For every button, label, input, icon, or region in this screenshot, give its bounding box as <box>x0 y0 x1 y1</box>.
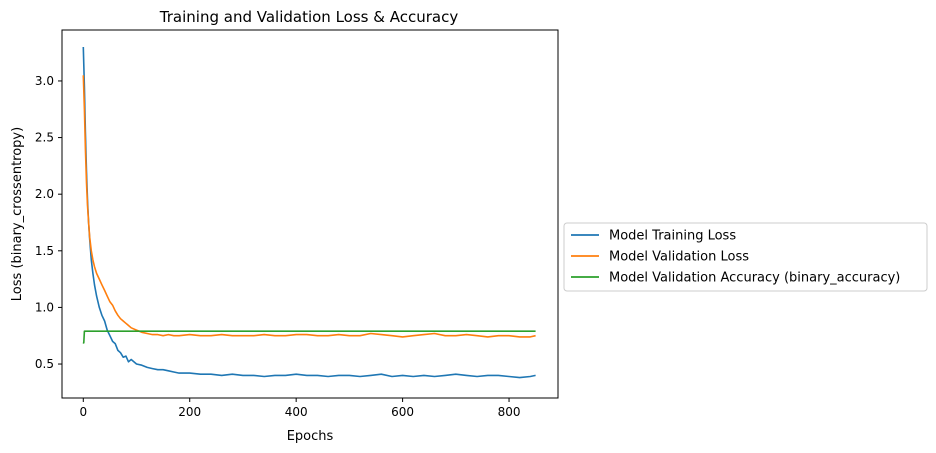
legend-label-0: Model Training Loss <box>609 229 736 244</box>
x-axis-label: Epochs <box>287 429 334 444</box>
y-axis-label: Loss (binary_crossentropy) <box>10 127 25 301</box>
series-line-0 <box>82 46 536 379</box>
y-tick-label-4: 2.5 <box>35 131 54 145</box>
x-tick-label-3: 600 <box>391 405 414 419</box>
y-axis-ticks: 0.5 1.0 1.5 2.0 2.5 3.0 <box>35 74 62 371</box>
x-tick-label-0: 0 <box>79 405 87 419</box>
series-line-1 <box>82 75 536 338</box>
y-tick-label-5: 3.0 <box>35 74 54 88</box>
series-layer <box>82 46 536 379</box>
chart-title: Training and Validation Loss & Accuracy <box>159 8 459 26</box>
x-tick-label-2: 400 <box>285 405 308 419</box>
legend-label-1: Model Validation Loss <box>609 250 749 265</box>
series-line-2 <box>82 330 536 344</box>
y-tick-label-3: 2.0 <box>35 187 54 201</box>
x-tick-label-1: 200 <box>178 405 201 419</box>
legend-label-2: Model Validation Accuracy (binary_accura… <box>609 271 900 286</box>
legend-box <box>563 222 928 292</box>
y-tick-label-2: 1.5 <box>35 244 54 258</box>
x-tick-label-4: 800 <box>498 405 521 419</box>
y-tick-label-1: 1.0 <box>35 300 54 314</box>
x-axis-ticks: 0 200 400 600 800 <box>79 398 520 419</box>
legend: Model Training Loss Model Validation Loss… <box>563 222 928 292</box>
y-tick-label-0: 0.5 <box>35 357 54 371</box>
plot-frame <box>61 29 559 399</box>
legend-items: Model Training Loss Model Validation Loss… <box>571 229 900 286</box>
